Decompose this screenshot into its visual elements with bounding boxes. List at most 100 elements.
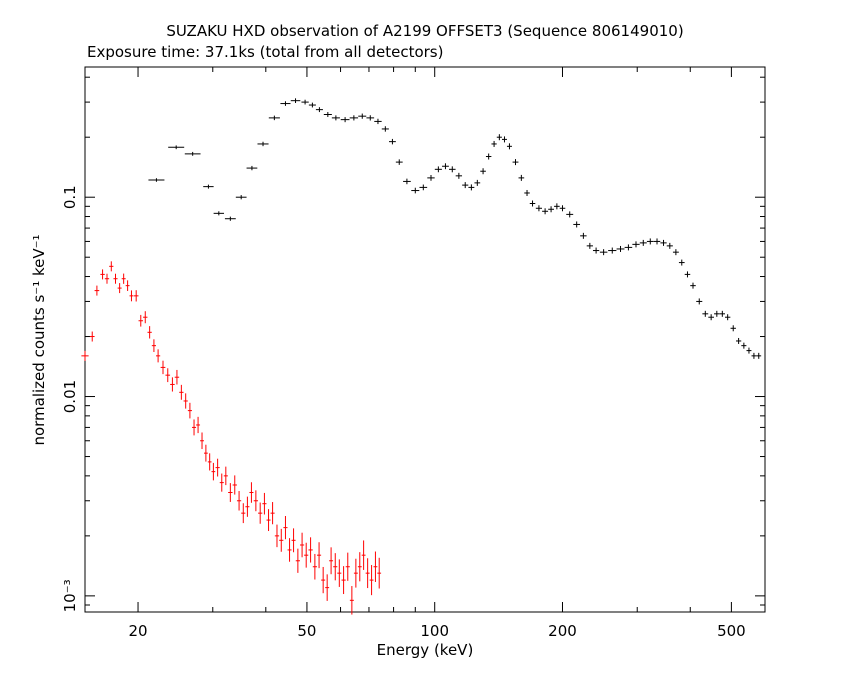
data-point <box>187 402 192 419</box>
data-point <box>573 221 581 228</box>
data-point <box>241 503 246 524</box>
data-point <box>224 216 236 221</box>
data-point <box>100 269 105 280</box>
data-point <box>268 115 280 121</box>
data-point <box>395 159 403 165</box>
data-point <box>474 179 481 186</box>
data-point <box>295 548 300 573</box>
data-point <box>258 502 263 524</box>
data-point <box>253 490 259 512</box>
data-point <box>341 566 346 595</box>
data-point <box>203 444 208 462</box>
data-point <box>125 280 130 291</box>
data-point <box>133 290 139 302</box>
data-point <box>365 558 370 589</box>
data-point <box>308 102 316 108</box>
data-point <box>448 166 456 173</box>
tick-marks <box>85 67 766 612</box>
plot-frame <box>84 66 766 613</box>
x-tick-label: 50 <box>297 622 316 640</box>
data-point <box>529 200 536 207</box>
data-point <box>223 466 228 486</box>
data-point <box>235 195 247 200</box>
data-point <box>708 314 714 321</box>
data-point <box>270 502 275 525</box>
data-point <box>501 136 507 143</box>
data-point <box>211 462 216 481</box>
data-point <box>89 331 95 342</box>
data-point <box>183 393 188 409</box>
data-point <box>291 528 296 553</box>
data-point <box>156 349 161 363</box>
data-point <box>232 475 237 495</box>
data-point <box>349 115 359 121</box>
data-point <box>719 310 725 317</box>
chart-subtitle: Exposure time: 37.1ks (total from all de… <box>87 43 443 61</box>
data-point <box>653 238 661 245</box>
data-series <box>81 98 762 615</box>
data-point <box>312 553 317 580</box>
data-point <box>756 352 762 359</box>
data-point <box>308 537 313 563</box>
data-point <box>684 271 691 278</box>
data-point <box>113 273 118 284</box>
data-point <box>200 432 204 450</box>
x-tick-label: 200 <box>548 622 577 640</box>
data-point <box>353 558 358 588</box>
data-point <box>696 298 703 305</box>
data-point <box>524 189 530 196</box>
data-point <box>736 337 742 344</box>
x-tick-label: 100 <box>420 622 449 640</box>
data-point <box>121 273 126 284</box>
data-point <box>147 326 152 339</box>
data-point <box>81 350 89 361</box>
x-tick-label: 20 <box>128 622 147 640</box>
data-point <box>730 325 736 332</box>
data-point <box>196 416 201 434</box>
data-point <box>548 206 554 213</box>
data-point <box>168 145 185 150</box>
data-point <box>506 143 512 150</box>
data-point <box>287 538 292 562</box>
data-point <box>213 211 225 216</box>
data-point <box>290 98 301 104</box>
data-point <box>678 259 685 266</box>
data-point <box>321 566 326 594</box>
data-point <box>357 552 362 582</box>
series-0 <box>148 98 762 359</box>
data-point <box>179 384 184 400</box>
data-point <box>174 369 180 385</box>
chart-title: SUZAKU HXD observation of A2199 OFFSET3 … <box>166 22 683 40</box>
data-point <box>323 112 332 117</box>
data-point <box>592 247 600 254</box>
data-point <box>462 182 469 189</box>
data-point <box>373 551 378 582</box>
data-point <box>411 187 420 194</box>
data-point <box>300 532 305 558</box>
data-point <box>639 239 647 246</box>
data-point <box>151 339 157 353</box>
data-point <box>129 290 134 302</box>
data-point <box>283 515 288 540</box>
data-point <box>301 99 309 105</box>
data-point <box>170 377 175 392</box>
data-point <box>427 175 435 181</box>
data-point <box>192 419 197 436</box>
data-point <box>369 565 374 596</box>
data-point <box>608 247 617 254</box>
data-point <box>646 238 654 245</box>
data-point <box>434 166 442 173</box>
data-point <box>751 352 757 359</box>
data-point <box>160 360 166 375</box>
data-point <box>361 540 366 570</box>
data-point <box>274 524 280 548</box>
data-point <box>624 244 633 251</box>
data-point <box>236 491 242 511</box>
data-point <box>325 574 330 601</box>
data-point <box>714 310 720 317</box>
data-point <box>246 165 258 171</box>
data-point <box>632 241 640 248</box>
data-point <box>455 172 463 179</box>
data-point <box>403 178 411 185</box>
data-point <box>143 311 148 324</box>
